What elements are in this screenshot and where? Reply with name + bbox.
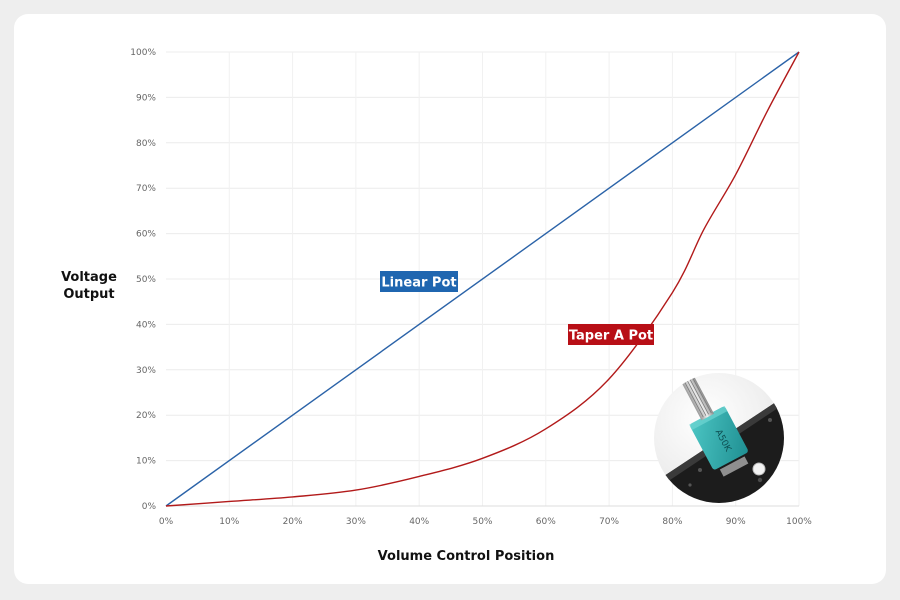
series-line-linear-pot [165,51,800,507]
y-axis-title-line-2: Output [63,287,114,302]
x-tick-label: 70% [599,517,619,527]
x-tick-label: 20% [283,517,303,527]
y-tick-label: 20% [136,411,156,421]
y-tick-label: 60% [136,230,156,240]
x-tick-label: 0% [159,517,174,527]
y-tick-label: 90% [136,93,156,103]
y-axis: 0% 10% 20% 30% 40% 50% 60% 70% 80% 90% 100% [130,48,156,512]
label-taper-a-pot-text: Taper A Pot [569,329,653,344]
x-tick-label: 30% [346,517,366,527]
x-axis-title: Volume Control Position [378,549,555,564]
series-line-taper-a-pot [165,51,800,507]
x-tick-label: 40% [409,517,429,527]
x-tick-label: 10% [219,517,239,527]
y-tick-label: 50% [136,275,156,285]
label-linear-pot: Linear Pot [380,271,458,292]
y-tick-label: 0% [142,502,157,512]
x-tick-label: 90% [726,517,746,527]
y-axis-title-line-1: Voltage [61,270,117,285]
x-tick-label: 80% [662,517,682,527]
y-tick-label: 100% [130,48,156,58]
label-taper-a-pot-background [568,324,654,345]
y-tick-label: 10% [136,457,156,467]
x-tick-label: 60% [536,517,556,527]
y-tick-label: 70% [136,184,156,194]
x-tick-label: 50% [472,517,492,527]
y-tick-label: 30% [136,366,156,376]
mounting-nut [752,462,766,476]
label-taper-a-pot: Taper A Pot [568,324,654,345]
series-layer [165,51,800,507]
label-linear-pot-background [380,271,458,292]
x-axis: 0% 10% 20% 30% 40% 50% 60% 70% 80% 90% 100% [159,517,812,527]
potentiometer-photo: A50K [654,373,784,503]
label-linear-pot-text: Linear Pot [381,276,456,291]
y-tick-label: 40% [136,320,156,330]
y-tick-label: 80% [136,139,156,149]
x-tick-label: 100% [786,517,812,527]
